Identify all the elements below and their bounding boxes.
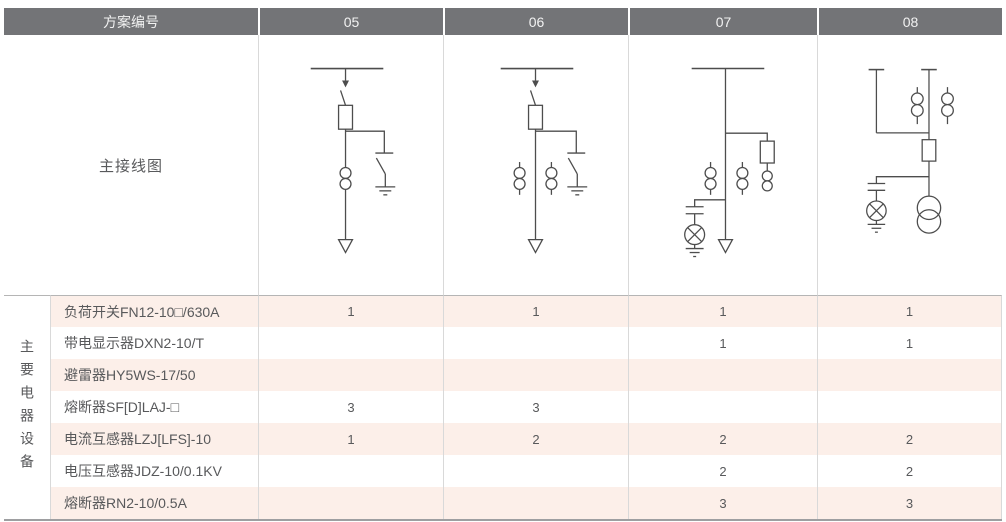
outgoing-feeder-arrow-icon	[337, 238, 354, 254]
equipment-name-arrester: 避雷器HY5WS-17/50	[50, 359, 258, 391]
qty-vt-06	[443, 455, 628, 487]
qty-fuse-sf-06: 3	[443, 391, 628, 423]
scheme-table: 方案编号 05 06 07 08 主接线图	[4, 8, 1002, 521]
live-display-capacitor-icon	[867, 182, 886, 191]
qty-live-display-06	[443, 327, 628, 359]
qty-fuse-sf-07	[628, 391, 817, 423]
equipment-name-live-display: 带电显示器DXN2-10/T	[50, 327, 258, 359]
qty-fuse-rn2-05	[258, 487, 443, 519]
live-display-capacitor-icon	[685, 206, 704, 215]
qty-arrester-08	[817, 359, 1002, 391]
qty-load-switch-08: 1	[817, 295, 1002, 327]
qty-ct-08: 2	[817, 423, 1002, 455]
indicator-lamp-icon	[684, 224, 706, 246]
qty-arrester-07	[628, 359, 817, 391]
earthing-switch-icon	[567, 152, 588, 196]
header-scheme-07: 07	[628, 8, 817, 35]
qty-fuse-rn2-06	[443, 487, 628, 519]
fuse-icon	[337, 104, 354, 130]
qty-ct-05: 1	[258, 423, 443, 455]
diagram-scheme-05	[258, 35, 443, 295]
load-switch-blade	[339, 90, 347, 106]
header-scheme-05: 05	[258, 8, 443, 35]
qty-load-switch-07: 1	[628, 295, 817, 327]
qty-fuse-sf-08	[817, 391, 1002, 423]
earth-icon	[685, 247, 704, 258]
equipment-name-load-switch: 负荷开关FN12-10□/630A	[50, 295, 258, 327]
outgoing-feeder-arrow-icon	[527, 238, 544, 254]
header-scheme-number-label: 方案编号	[4, 8, 258, 35]
current-transformer-icon	[910, 87, 924, 125]
single-line-diagram-08	[866, 68, 954, 234]
qty-fuse-rn2-07: 3	[628, 487, 817, 519]
current-transformer-icon	[736, 162, 749, 195]
header-scheme-08: 08	[817, 8, 1002, 35]
single-line-diagram-06	[500, 67, 588, 254]
current-transformer-icon	[704, 162, 717, 195]
qty-load-switch-06: 1	[443, 295, 628, 327]
outgoing-feeder-arrow-icon	[717, 238, 734, 254]
indicator-lamp-icon	[866, 200, 887, 222]
qty-live-display-08: 1	[817, 327, 1002, 359]
qty-vt-07: 2	[628, 455, 817, 487]
voltage-transformer-icon	[916, 195, 942, 234]
current-transformer-icon	[545, 162, 558, 195]
load-switch-blade	[529, 90, 537, 106]
qty-arrester-05	[258, 359, 443, 391]
equipment-name-fuse-rn2: 熔断器RN2-10/0.5A	[50, 487, 258, 519]
voltage-transformer-icon	[761, 170, 773, 192]
current-transformer-icon	[513, 162, 526, 195]
fuse-icon	[759, 140, 775, 164]
qty-ct-07: 2	[628, 423, 817, 455]
qty-ct-06: 2	[443, 423, 628, 455]
qty-arrester-06	[443, 359, 628, 391]
main-equipment-section-label: 主要电器设备	[4, 295, 50, 519]
equipment-name-voltage-transformer: 电压互感器JDZ-10/0.1KV	[50, 455, 258, 487]
equipment-name-fuse-sf: 熔断器SF[D]LAJ-□	[50, 391, 258, 423]
fuse-icon	[921, 139, 937, 162]
qty-live-display-05	[258, 327, 443, 359]
isolating-arrow-icon	[532, 80, 539, 88]
qty-fuse-rn2-08: 3	[817, 487, 1002, 519]
single-line-diagram-05	[310, 67, 396, 254]
single-line-diagram-07	[684, 67, 775, 258]
current-transformer-icon	[941, 87, 954, 125]
qty-vt-05	[258, 455, 443, 487]
fuse-icon	[527, 104, 544, 130]
main-equipment-vertical-text: 主要电器设备	[19, 338, 35, 477]
diagram-scheme-06	[443, 35, 628, 295]
isolating-arrow-icon	[342, 80, 350, 88]
earthing-switch-icon	[375, 152, 396, 196]
diagram-scheme-07	[628, 35, 817, 295]
qty-load-switch-05: 1	[258, 295, 443, 327]
qty-live-display-07: 1	[628, 327, 817, 359]
equipment-name-current-transformer: 电流互感器LZJ[LFS]-10	[50, 423, 258, 455]
earth-icon	[867, 223, 886, 233]
main-wiring-diagram-label: 主接线图	[98, 157, 163, 175]
qty-vt-08: 2	[817, 455, 1002, 487]
diagram-scheme-08	[817, 35, 1002, 295]
current-transformer-icon	[339, 166, 352, 191]
header-scheme-06: 06	[443, 8, 628, 35]
qty-fuse-sf-05: 3	[258, 391, 443, 423]
